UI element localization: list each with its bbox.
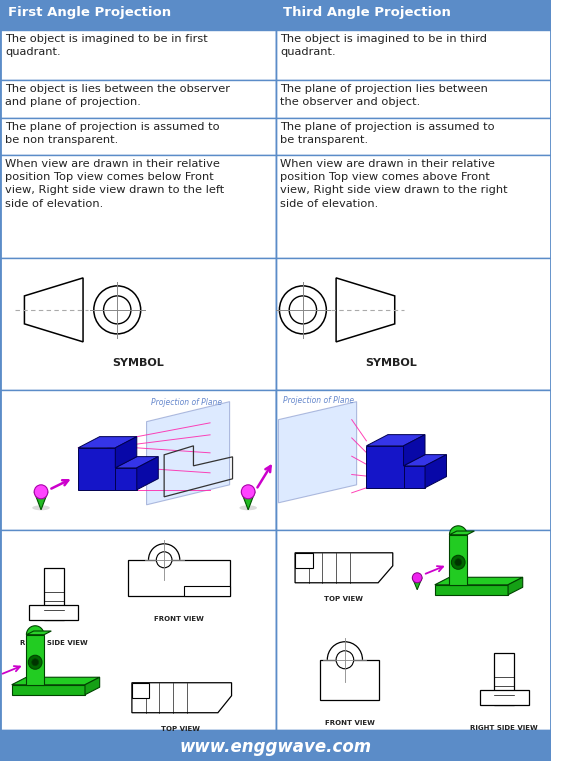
Polygon shape [78, 447, 115, 490]
Ellipse shape [32, 505, 50, 511]
Text: RIGHT SIDE VIEW: RIGHT SIDE VIEW [20, 640, 87, 646]
Text: SYMBOL: SYMBOL [365, 358, 417, 368]
Circle shape [289, 296, 316, 324]
Text: The object is imagined to be in first
quadrant.: The object is imagined to be in first qu… [5, 34, 208, 57]
Polygon shape [508, 578, 523, 595]
Polygon shape [12, 677, 100, 685]
Bar [276, 0, 551, 30]
Circle shape [94, 286, 140, 334]
Polygon shape [27, 626, 44, 635]
Bar [0, 30, 276, 80]
Bar [276, 30, 551, 80]
Text: FRONT VIEW: FRONT VIEW [325, 720, 374, 726]
Bar [0, 730, 551, 761]
Text: The plane of projection is assumed to
be transparent.: The plane of projection is assumed to be… [280, 122, 495, 145]
Bar [44, 568, 64, 619]
Bar [495, 653, 514, 705]
Text: When view are drawn in their relative
position Top view comes above Front
view, : When view are drawn in their relative po… [280, 159, 508, 209]
Text: First Angle Projection: First Angle Projection [8, 6, 171, 19]
Bar [0, 80, 276, 118]
Text: The object is imagined to be in third
quadrant.: The object is imagined to be in third qu… [280, 34, 487, 57]
Circle shape [104, 296, 131, 324]
Text: When view are drawn in their relative
position Top view comes below Front
view, : When view are drawn in their relative po… [5, 159, 224, 209]
Polygon shape [295, 552, 393, 583]
Polygon shape [24, 278, 83, 342]
Polygon shape [450, 531, 474, 535]
Text: TOP VIEW: TOP VIEW [161, 726, 200, 732]
Bar [276, 390, 551, 530]
Bar [480, 689, 528, 705]
Bar [0, 390, 276, 530]
Bar [276, 80, 551, 118]
Text: Projection of Plane: Projection of Plane [152, 398, 223, 407]
Polygon shape [78, 437, 137, 447]
Polygon shape [403, 454, 447, 466]
Polygon shape [367, 446, 403, 488]
Bar [0, 155, 276, 258]
Text: The plane of projection is assumed to
be non transparent.: The plane of projection is assumed to be… [5, 122, 219, 145]
Polygon shape [115, 437, 137, 468]
Text: Projection of Plane: Projection of Plane [283, 396, 354, 405]
Bar [0, 118, 276, 155]
Bar [0, 530, 276, 730]
Polygon shape [34, 492, 48, 510]
Polygon shape [27, 635, 44, 685]
Bar [128, 560, 230, 596]
Circle shape [28, 655, 42, 669]
Text: www.enggwave.com: www.enggwave.com [179, 737, 372, 756]
Polygon shape [85, 677, 100, 695]
Text: RIGHT SIDE VIEW: RIGHT SIDE VIEW [470, 724, 538, 731]
Circle shape [34, 485, 48, 498]
Bar [276, 155, 551, 258]
Bar [276, 258, 551, 390]
Polygon shape [137, 457, 158, 490]
Polygon shape [241, 492, 255, 510]
Polygon shape [403, 435, 425, 466]
Text: The object is lies between the observer
and plane of projection.: The object is lies between the observer … [5, 84, 230, 107]
Polygon shape [12, 685, 85, 695]
Polygon shape [367, 435, 425, 446]
Polygon shape [132, 683, 232, 713]
Polygon shape [115, 457, 158, 468]
Polygon shape [279, 402, 356, 503]
Text: FRONT VIEW: FRONT VIEW [154, 616, 204, 622]
Bar [0, 258, 276, 390]
Text: Third Angle Projection: Third Angle Projection [283, 6, 451, 19]
Polygon shape [336, 278, 395, 342]
Bar [0, 0, 276, 30]
Circle shape [241, 485, 255, 498]
Polygon shape [115, 468, 137, 490]
Bar [276, 530, 551, 730]
Polygon shape [412, 578, 422, 590]
Circle shape [412, 573, 422, 583]
Polygon shape [450, 526, 467, 535]
Circle shape [336, 651, 354, 669]
Circle shape [451, 556, 465, 569]
Bar [276, 390, 551, 530]
Circle shape [156, 552, 172, 568]
Polygon shape [27, 631, 51, 635]
Polygon shape [450, 535, 467, 584]
Circle shape [455, 559, 462, 565]
Polygon shape [425, 454, 447, 488]
Polygon shape [147, 402, 230, 505]
Circle shape [32, 659, 38, 666]
Polygon shape [435, 578, 523, 584]
Polygon shape [403, 466, 425, 488]
Bar [276, 118, 551, 155]
Text: TOP VIEW: TOP VIEW [324, 596, 363, 602]
Bar [295, 552, 312, 568]
Bar [132, 683, 149, 698]
Circle shape [279, 286, 327, 334]
Bar [29, 605, 78, 619]
Text: SYMBOL: SYMBOL [112, 358, 164, 368]
Ellipse shape [239, 505, 257, 511]
Bar [184, 586, 230, 596]
Polygon shape [435, 584, 508, 595]
Bar [320, 660, 379, 699]
Text: The plane of projection lies between
the observer and object.: The plane of projection lies between the… [280, 84, 488, 107]
